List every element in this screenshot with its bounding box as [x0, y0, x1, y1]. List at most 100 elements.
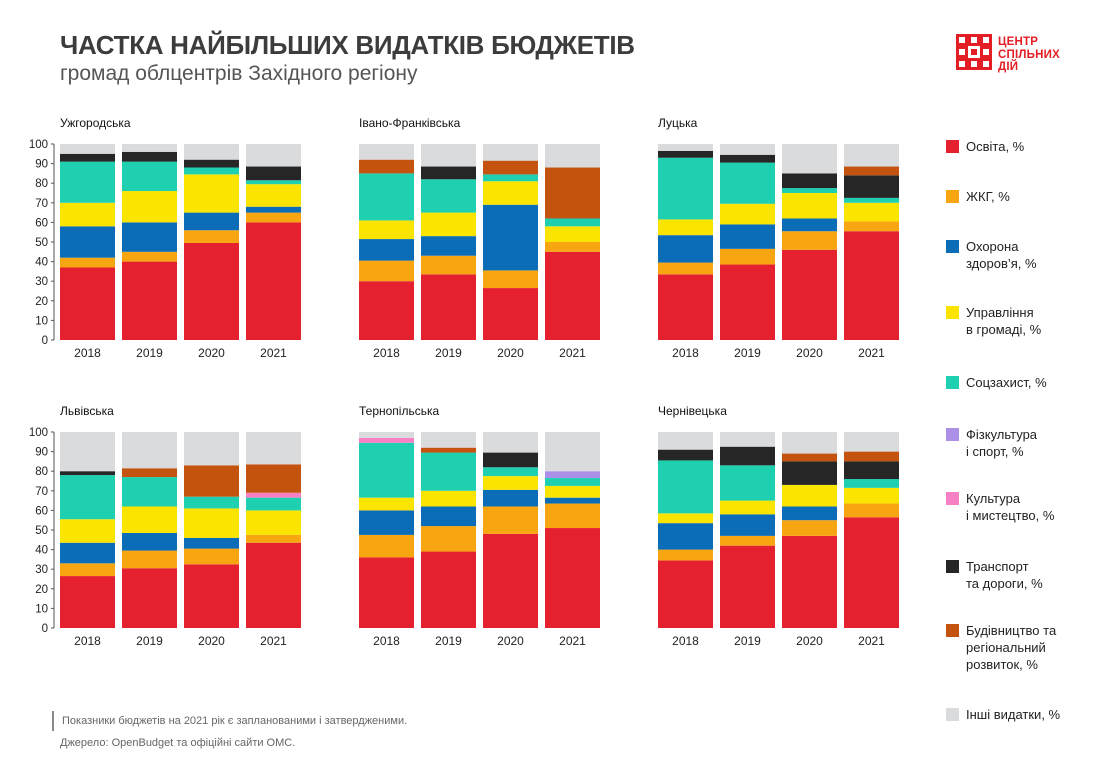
bar-segment	[545, 497, 600, 504]
bar-segment	[246, 166, 301, 181]
y-tick-label: 50	[35, 237, 48, 249]
legend-label: Культура і мистецтво, %	[966, 491, 1055, 523]
bar-segment	[60, 144, 115, 154]
x-tick-label: 2018	[74, 346, 101, 360]
bar-segment	[782, 144, 837, 174]
bar-segment	[658, 144, 713, 151]
bar-segment	[720, 144, 775, 155]
bar-segment	[421, 526, 476, 552]
bar-segment	[359, 437, 414, 443]
bar-segment	[359, 220, 414, 240]
bar-segment	[658, 235, 713, 263]
chart-title: ЧАСТКА НАЙБІЛЬШИХ ВИДАТКІВ БЮДЖЕТІВ	[60, 30, 635, 60]
bar-segment	[782, 432, 837, 454]
bar-segment	[782, 484, 837, 507]
y-tick-label: 30	[35, 276, 48, 288]
bar-segment	[720, 535, 775, 546]
bar-segment	[60, 471, 115, 476]
legend-label: Транспорт та дороги, %	[966, 559, 1043, 591]
bar-segment	[246, 222, 301, 340]
bar-segment	[184, 465, 239, 497]
bar-segment	[658, 560, 713, 628]
panel-title: Луцька	[658, 116, 698, 130]
legend-swatch	[946, 560, 959, 573]
bar-segment	[246, 206, 301, 213]
bar-segment	[782, 249, 837, 340]
bar-segment	[184, 167, 239, 175]
bar-segment	[122, 161, 177, 192]
bar-segment	[246, 180, 301, 185]
bar-segment	[184, 230, 239, 243]
legend-label: Охорона здоров’я, %	[966, 239, 1037, 271]
y-tick-label: 20	[35, 584, 48, 596]
bar-segment	[545, 242, 600, 252]
bar-segment	[483, 489, 538, 507]
bar-segment	[545, 471, 600, 479]
bar-segment	[720, 248, 775, 265]
bar-segment	[184, 432, 239, 466]
bar-segment	[483, 181, 538, 205]
x-tick-label: 2021	[260, 634, 287, 648]
bar-segment	[844, 517, 899, 628]
legend-label: Освіта, %	[966, 139, 1025, 154]
bar-segment	[184, 212, 239, 231]
bar-segment	[658, 432, 713, 450]
bar-segment	[60, 257, 115, 268]
bar-segment	[545, 478, 600, 486]
legend-swatch	[946, 190, 959, 203]
legend-swatch	[946, 428, 959, 441]
bar-segment	[844, 166, 899, 176]
bar-segment	[720, 264, 775, 340]
legend-swatch	[946, 708, 959, 721]
bar-segment	[60, 202, 115, 227]
x-tick-label: 2020	[198, 634, 225, 648]
y-tick-label: 20	[35, 296, 48, 308]
legend-item: ЖКГ, %	[946, 188, 1010, 205]
panel-title: Івано-Франківська	[359, 116, 461, 130]
bar-segment	[658, 219, 713, 236]
x-tick-label: 2020	[497, 634, 524, 648]
bar-segment	[421, 212, 476, 237]
bar-segment	[483, 533, 538, 628]
bar-segment	[483, 144, 538, 161]
bar-segment	[359, 432, 414, 438]
bar-segment	[844, 451, 899, 462]
bar-segment	[483, 160, 538, 175]
bar-segment	[483, 452, 538, 468]
x-tick-label: 2020	[796, 634, 823, 648]
bar-segment	[421, 166, 476, 180]
bar-segment	[122, 261, 177, 340]
bar-segment	[483, 476, 538, 490]
bar-segment	[844, 197, 899, 203]
bar-segment	[184, 174, 239, 213]
y-tick-label: 40	[35, 545, 48, 557]
bar-segment	[359, 281, 414, 340]
bar-segment	[246, 492, 301, 498]
logo: ЦЕНТР СПІЛЬНИХ ДІЙ	[956, 34, 1086, 74]
y-tick-label: 80	[35, 178, 48, 190]
bar-segment	[844, 221, 899, 232]
bar-segment	[359, 497, 414, 511]
bar-segment	[545, 251, 600, 340]
bar-segment	[359, 557, 414, 628]
bar-segment	[483, 506, 538, 534]
logo-line: ДІЙ	[998, 61, 1019, 73]
y-tick-label: 40	[35, 257, 48, 269]
x-tick-label: 2018	[373, 346, 400, 360]
legend-label: Інші видатки, %	[966, 707, 1061, 722]
bar-segment	[359, 144, 414, 160]
bar-segment	[359, 173, 414, 221]
bar-segment	[122, 532, 177, 551]
bar-segment	[246, 510, 301, 535]
bar-segment	[122, 222, 177, 252]
panel-title: Тернопільська	[359, 404, 439, 418]
bar-segment	[246, 497, 301, 511]
bar-segment	[782, 520, 837, 536]
bar-segment	[359, 534, 414, 558]
bar-segment	[359, 239, 414, 261]
bar-segment	[483, 432, 538, 453]
bar-segment	[60, 161, 115, 203]
bar-segment	[421, 144, 476, 167]
x-tick-label: 2021	[858, 346, 885, 360]
bar-segment	[483, 204, 538, 271]
